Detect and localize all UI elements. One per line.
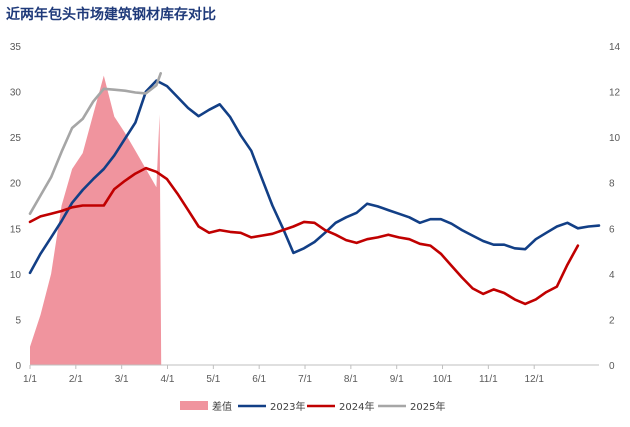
y-right-tick-label: 12 xyxy=(609,88,621,99)
series-line-3 xyxy=(28,72,162,215)
x-tick-label: 1/1 xyxy=(23,374,37,385)
x-tick-label: 3/1 xyxy=(115,374,129,385)
x-tick-label: 7/1 xyxy=(298,374,312,385)
series-area-diff xyxy=(30,75,162,365)
y-left-tick-label: 5 xyxy=(15,315,21,326)
y-left-tick-label: 30 xyxy=(10,88,22,99)
legend: 差值 2023年 2024年 2025年 xyxy=(180,400,445,413)
legend-label: 2023年 xyxy=(270,400,305,413)
x-tick-label: 5/1 xyxy=(206,374,220,385)
series-line-1 xyxy=(28,79,601,275)
x-tick-label: 6/1 xyxy=(252,374,266,385)
y-right-tick-label: 2 xyxy=(609,315,615,326)
line-layer xyxy=(28,72,601,306)
y-right-tick-label: 8 xyxy=(609,179,615,190)
y-right-tick-label: 6 xyxy=(609,224,615,235)
y-right-tick-label: 10 xyxy=(609,133,621,144)
legend-swatch xyxy=(180,401,208,410)
x-tick-label: 11/1 xyxy=(479,374,498,385)
x-tick-label: 10/1 xyxy=(433,374,453,385)
y-left-tick-label: 20 xyxy=(10,179,22,190)
x-tick-label: 9/1 xyxy=(390,374,404,385)
legend-label: 差值 xyxy=(212,400,232,413)
x-tick-label: 12/1 xyxy=(524,374,544,385)
y-left-tick-label: 15 xyxy=(10,224,22,235)
y-right-tick-label: 4 xyxy=(609,270,615,281)
legend-label: 2025年 xyxy=(410,400,445,413)
x-tick-label: 2/1 xyxy=(69,374,83,385)
y-left-tick-label: 35 xyxy=(10,42,22,53)
y-left-tick-label: 0 xyxy=(15,361,21,372)
x-tick-label: 8/1 xyxy=(344,374,358,385)
y-left-tick-label: 25 xyxy=(10,133,22,144)
y-right-tick-label: 14 xyxy=(609,42,621,53)
area-layer xyxy=(30,75,162,365)
y-right-tick-label: 0 xyxy=(609,361,615,372)
legend-label: 2024年 xyxy=(339,400,374,413)
y-left-tick-label: 10 xyxy=(10,270,22,281)
chart-title: 近两年包头市场建筑钢材库存对比 xyxy=(6,7,216,23)
x-tick-label: 4/1 xyxy=(161,374,175,385)
axis-layer: 1/1 2/1 3/1 4/1 5/1 6/1 7/1 8/1 9/1 10/1 11/1 12/1 0… xyxy=(10,42,621,385)
series-line-2 xyxy=(28,166,580,306)
